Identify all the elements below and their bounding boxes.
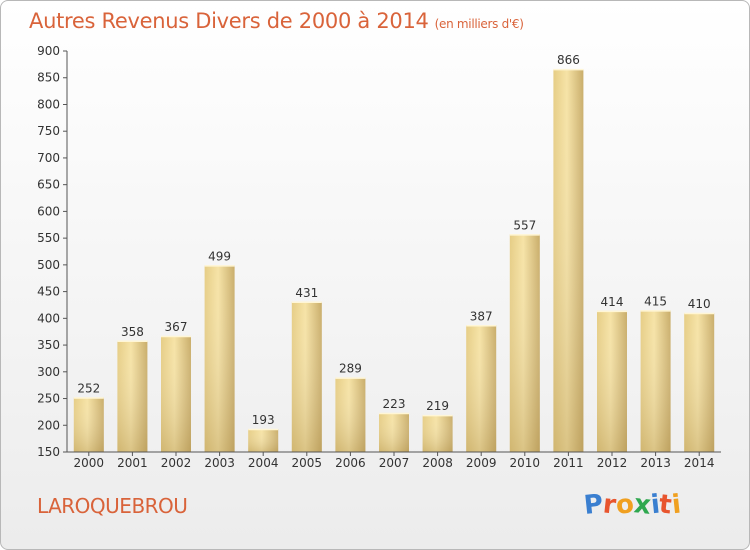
value-label-2012: 414 xyxy=(601,295,624,309)
y-tick-label-700: 700 xyxy=(37,151,60,165)
bar-shade-2012 xyxy=(597,310,627,452)
y-tick-label-900: 900 xyxy=(37,44,60,58)
value-label-2002: 367 xyxy=(165,320,188,334)
x-tick-label-2004: 2004 xyxy=(248,456,279,470)
y-tick-label-600: 600 xyxy=(37,204,60,218)
bar-shade-2004 xyxy=(248,429,279,452)
y-tick-label-450: 450 xyxy=(37,285,60,299)
chart-title-text: Autres Revenus Divers de 2000 à 2014 xyxy=(29,9,429,33)
x-tick-label-2007: 2007 xyxy=(379,456,410,470)
value-label-2014: 410 xyxy=(688,297,711,311)
value-label-2011: 866 xyxy=(557,53,580,67)
bar-shade-2010 xyxy=(509,234,540,452)
value-label-2006: 289 xyxy=(339,362,362,376)
x-tick-label-2008: 2008 xyxy=(422,456,453,470)
y-tick-label-500: 500 xyxy=(37,258,60,272)
y-tick-label-150: 150 xyxy=(37,445,60,459)
y-tick-label-550: 550 xyxy=(37,231,60,245)
chart-subtitle: (en milliers d'€) xyxy=(434,17,524,31)
value-label-2004: 193 xyxy=(252,413,275,427)
x-tick-label-2013: 2013 xyxy=(640,456,671,470)
x-tick-label-2006: 2006 xyxy=(335,456,366,470)
x-tick-label-2003: 2003 xyxy=(204,456,235,470)
bar-shade-2000 xyxy=(73,397,104,452)
y-tick-label-800: 800 xyxy=(37,97,60,111)
value-label-2003: 499 xyxy=(208,249,231,263)
x-tick-label-2014: 2014 xyxy=(684,456,715,470)
proxiti-logo: Proxiti xyxy=(582,489,683,521)
x-tick-label-2002: 2002 xyxy=(161,456,192,470)
bar-shade-2006 xyxy=(335,377,366,452)
x-tick-label-2010: 2010 xyxy=(510,456,541,470)
y-tick-label-200: 200 xyxy=(37,418,60,432)
commune-name: LAROQUEBROU xyxy=(37,494,188,518)
bar-shade-2002 xyxy=(161,335,191,452)
logo-letter: i xyxy=(670,489,683,521)
x-tick-label-2005: 2005 xyxy=(292,456,323,470)
x-tick-label-2011: 2011 xyxy=(553,456,584,470)
value-label-2010: 557 xyxy=(513,218,536,232)
x-tick-label-2000: 2000 xyxy=(74,456,105,470)
value-label-2009: 387 xyxy=(470,309,493,323)
bar-shade-2003 xyxy=(204,265,235,452)
value-label-2005: 431 xyxy=(295,286,318,300)
y-tick-label-650: 650 xyxy=(37,178,60,192)
y-tick-label-750: 750 xyxy=(37,124,60,138)
value-label-2008: 219 xyxy=(426,399,449,413)
value-label-2013: 415 xyxy=(644,294,667,308)
axes-layer: 2000 2001 2002 2003 2004 2005 2006 2007 2008 2009… xyxy=(37,44,721,470)
y-tick-label-850: 850 xyxy=(37,71,60,85)
bar-shade-2008 xyxy=(422,415,453,452)
value-label-2001: 358 xyxy=(121,325,144,339)
bar-shade-2001 xyxy=(117,340,148,452)
bar-shade-2014 xyxy=(684,312,715,452)
x-tick-label-2009: 2009 xyxy=(466,456,497,470)
bar-shade-2005 xyxy=(291,301,322,452)
value-label-2000: 252 xyxy=(77,381,100,395)
bar-shade-2011 xyxy=(553,69,584,453)
chart-title: Autres Revenus Divers de 2000 à 2014 (en … xyxy=(29,9,524,33)
x-tick-label-2012: 2012 xyxy=(597,456,628,470)
y-tick-label-250: 250 xyxy=(37,392,60,406)
y-tick-label-300: 300 xyxy=(37,365,60,379)
value-label-2007: 223 xyxy=(383,397,406,411)
bar-shade-2007 xyxy=(379,412,409,452)
bars-layer: 252 358 367 499 193 431 289 223 219 387 557 866 414 4… xyxy=(73,53,715,453)
y-tick-label-400: 400 xyxy=(37,311,60,325)
bar-shade-2013 xyxy=(640,310,671,452)
bar-shade-2009 xyxy=(466,325,497,452)
y-tick-label-350: 350 xyxy=(37,338,60,352)
x-tick-label-2001: 2001 xyxy=(117,456,148,470)
